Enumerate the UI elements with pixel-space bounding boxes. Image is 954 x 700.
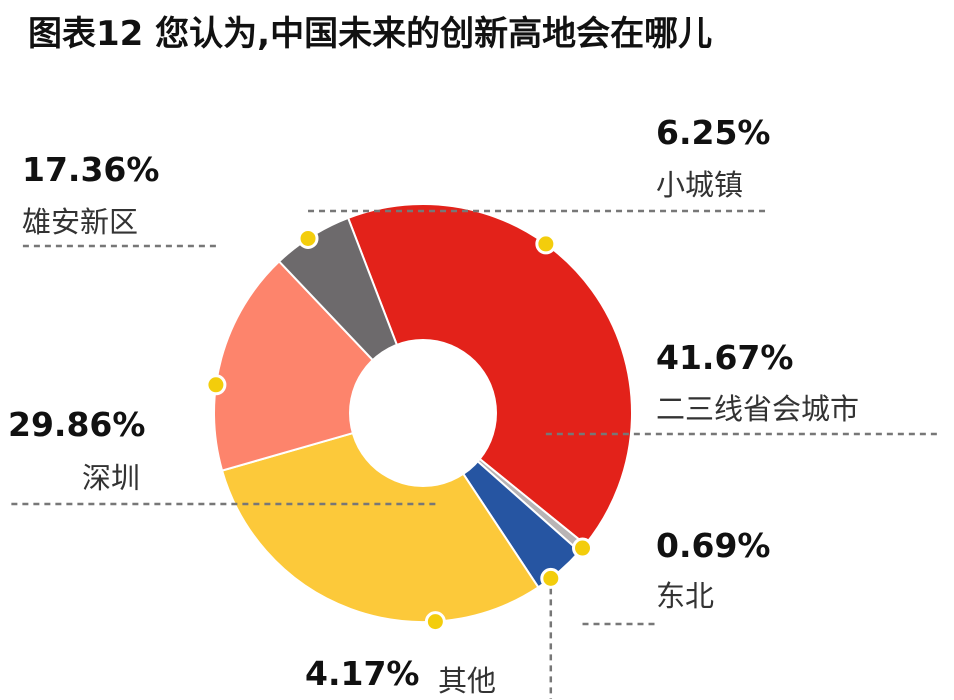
donut-slice [346,203,633,546]
slice-marker [424,611,446,633]
slice-category-label: 二三线省会城市 [656,392,860,426]
slice-value-label: 41.67% [656,338,794,377]
slice-value-label: 4.17% [305,654,420,693]
slice-value-label: 17.36% [22,150,160,189]
slice-category-label: 东北 [656,579,715,613]
slice-category-label: 其他 [438,664,497,698]
chart-title: 图表12 您认为,中国未来的创新高地会在哪儿 [28,14,713,54]
slice-marker [572,537,594,559]
slice-markers [205,227,594,633]
slice-value-label: 0.69% [656,526,771,565]
donut-slice [220,411,540,623]
slice-marker [535,233,557,255]
slice-category-label: 深圳 [82,461,141,495]
slice-marker [205,374,227,396]
slice-marker [297,227,319,249]
slice-value-label: 6.25% [656,113,771,152]
slice-category-label: 小城镇 [656,168,744,202]
donut-hole [349,339,497,487]
leader-lines [8,209,940,699]
slice-category-label: 雄安新区 [22,205,139,239]
slice-marker [540,567,562,589]
slice-value-label: 29.86% [8,405,146,444]
